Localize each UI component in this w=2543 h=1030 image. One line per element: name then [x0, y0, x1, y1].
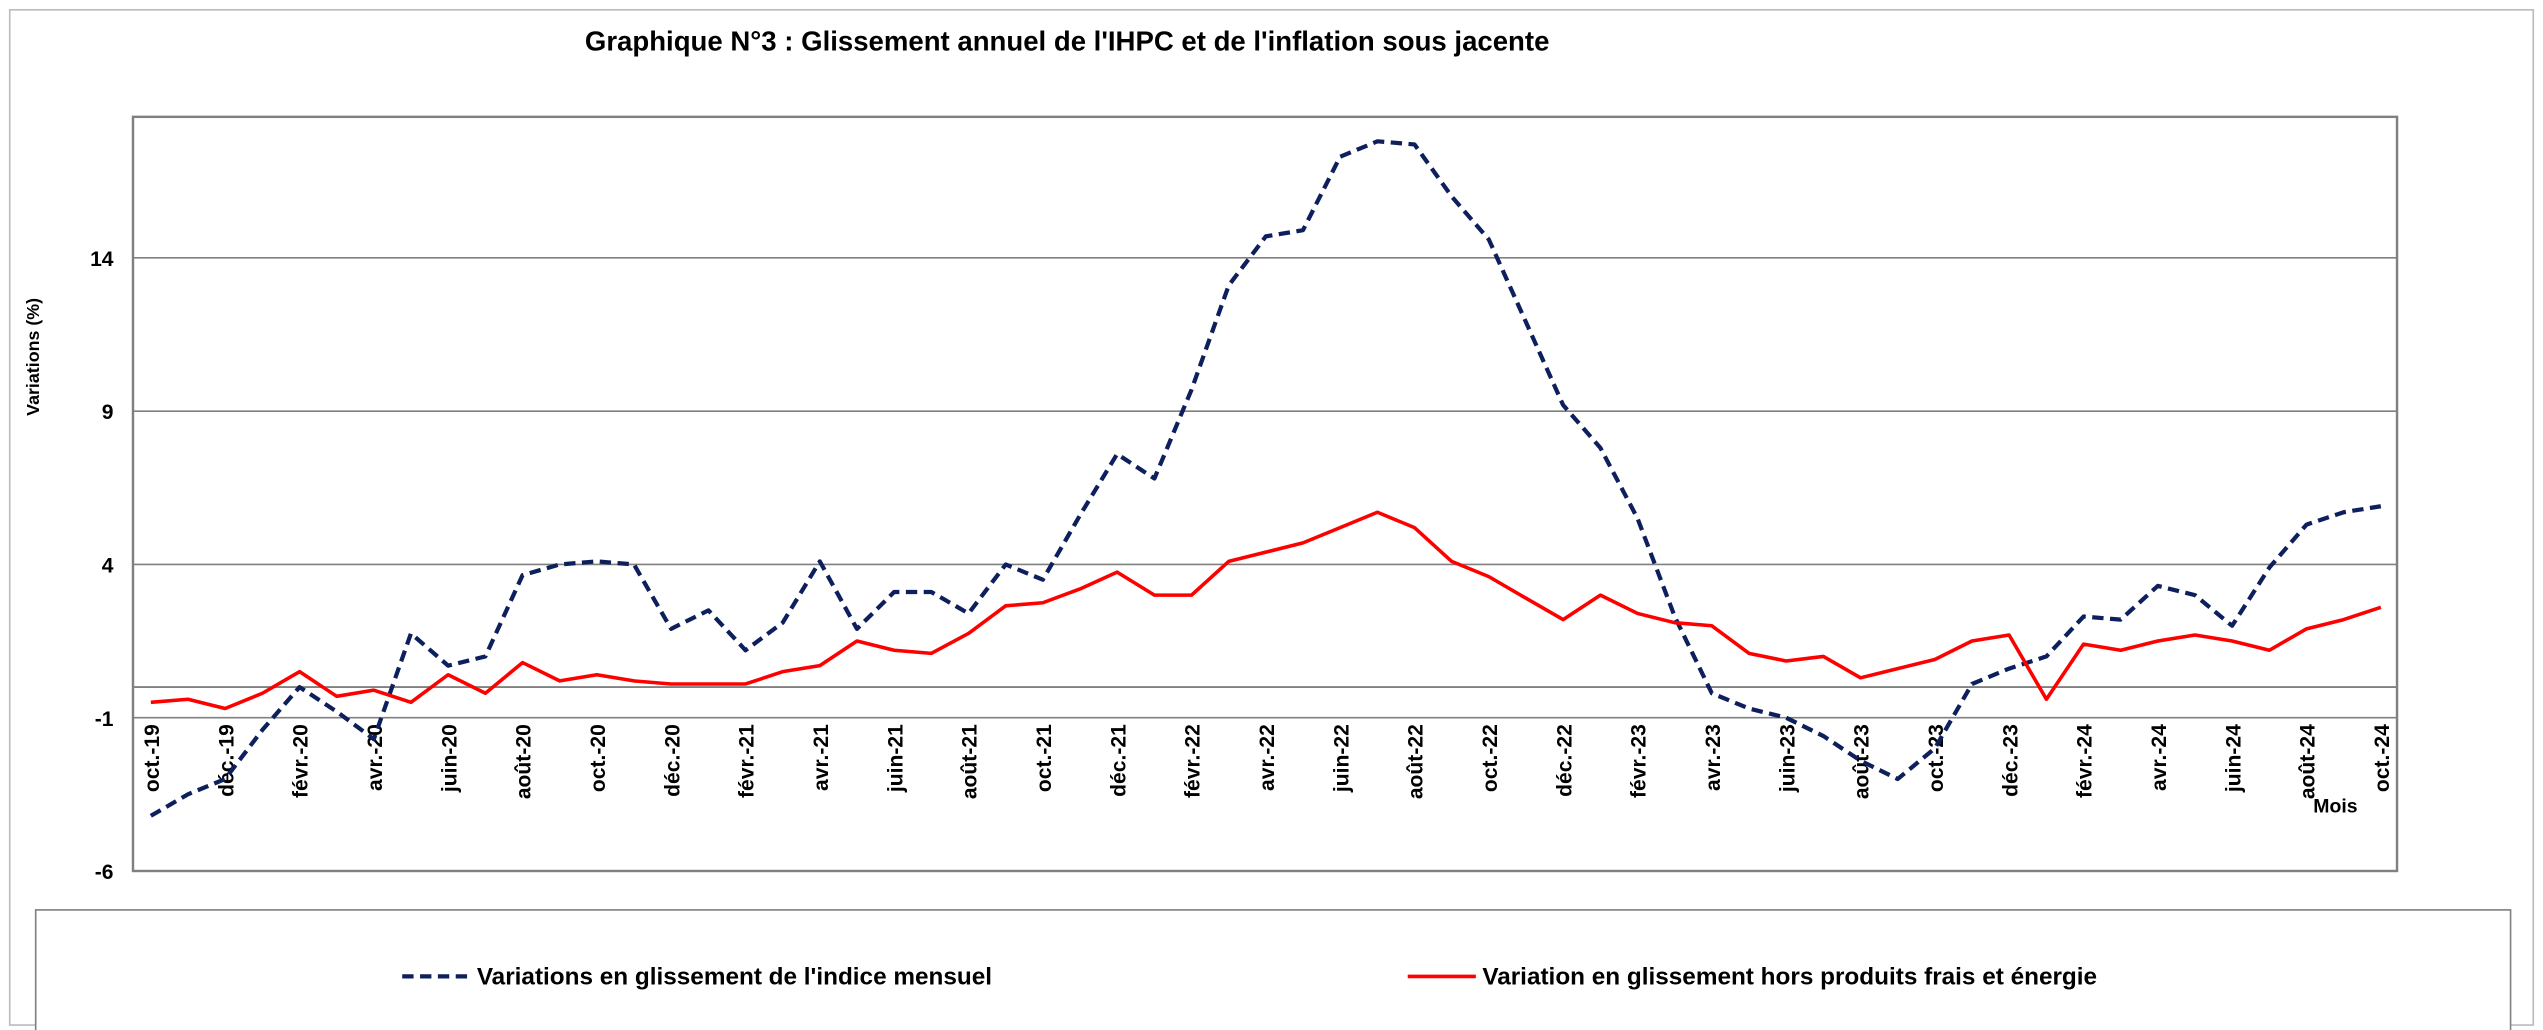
x-tick-label: oct.-21 — [1033, 724, 1056, 792]
x-tick-label: juin-22 — [1330, 724, 1353, 793]
x-tick-label: juin-20 — [438, 724, 461, 793]
x-tick-label: févr.-22 — [1182, 724, 1205, 798]
x-tick-label: oct.-20 — [587, 724, 610, 792]
x-tick-label: févr.-20 — [290, 724, 313, 798]
y-tick-label: -6 — [95, 861, 114, 884]
x-tick-label: avr.-20 — [364, 724, 387, 791]
chart-title: Graphique N°3 : Glissement annuel de l'I… — [585, 25, 1550, 56]
series-line — [150, 510, 2382, 711]
x-tick-label: déc.-19 — [215, 724, 238, 797]
x-tick-label: oct.-22 — [1479, 724, 1502, 792]
x-tick-label: avr.-22 — [1256, 724, 1279, 791]
chart-border — [8, 8, 2535, 1026]
x-tick-label: oct.-23 — [1925, 724, 1948, 792]
x-tick-label: avr.-21 — [810, 724, 833, 791]
x-tick-label: févr.-24 — [2074, 724, 2097, 798]
x-tick-label: août-22 — [1405, 724, 1428, 799]
legend-label: Variations en glissement de l'indice men… — [477, 964, 992, 991]
x-tick-label: févr.-21 — [736, 724, 759, 798]
y-tick-label: 14 — [90, 248, 114, 271]
x-tick-label: avr.-23 — [1702, 724, 1725, 791]
y-tick-label: 4 — [102, 555, 114, 578]
x-tick-label: août-20 — [513, 724, 536, 799]
y-tick-label: 9 — [102, 401, 114, 424]
series-line — [149, 139, 2382, 818]
legend-box — [34, 909, 2512, 1030]
x-tick-label: juin-21 — [884, 724, 907, 793]
x-tick-label: juin-24 — [2222, 724, 2245, 793]
x-tick-label: déc.-23 — [1999, 724, 2022, 797]
x-tick-label: juin-23 — [1776, 724, 1799, 793]
x-tick-label: oct.-24 — [2371, 724, 2394, 792]
y-axis-label: Variations (%) — [23, 298, 43, 416]
x-axis-label: Mois — [2313, 796, 2357, 818]
x-tick-label: août-24 — [2297, 724, 2320, 799]
x-tick-label: déc.-21 — [1107, 724, 1130, 797]
legend-label: Variation en glissement hors produits fr… — [1482, 964, 2097, 991]
x-tick-label: déc.-22 — [1553, 724, 1576, 797]
x-tick-label: oct.-19 — [141, 724, 164, 792]
x-tick-label: avr.-24 — [2148, 724, 2171, 791]
x-tick-label: févr.-23 — [1628, 724, 1651, 798]
x-tick-label: déc.-20 — [661, 724, 684, 797]
y-tick-label: -1 — [95, 708, 114, 731]
x-tick-label: août-21 — [959, 724, 982, 799]
x-tick-label: août-23 — [1851, 724, 1874, 799]
